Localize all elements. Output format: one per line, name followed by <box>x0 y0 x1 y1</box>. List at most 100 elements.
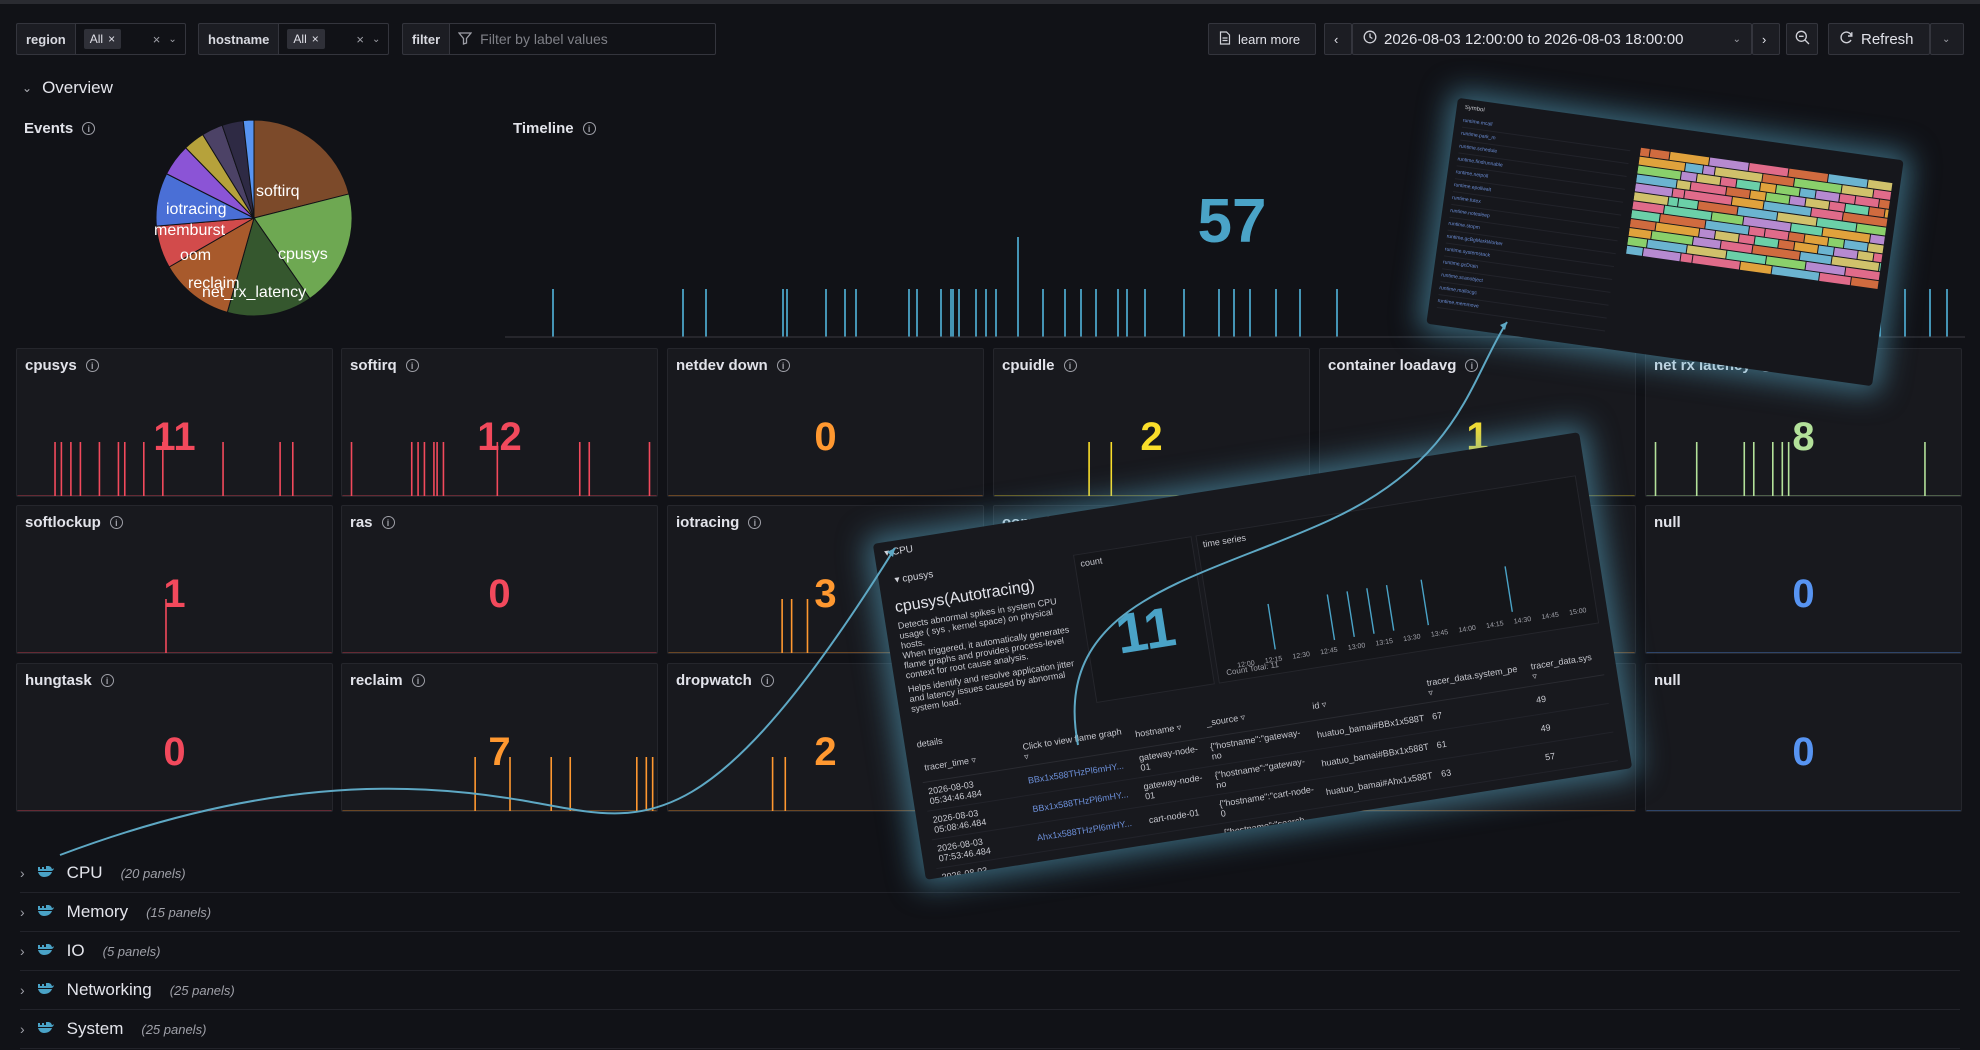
value-chip[interactable]: All × <box>287 29 325 49</box>
stat-panel[interactable]: cpusys i 11 <box>16 348 333 497</box>
symbol-table: Symbol runtime.mcall runtime.park_m runtim… <box>1435 105 1633 341</box>
overview-row-toggle[interactable]: ⌄ Overview <box>22 78 113 98</box>
filter-input[interactable]: Filter by label values <box>449 23 717 55</box>
cpu-detail-preview[interactable]: ▾ CPU ▾ cpusys cpusys(Autotracing) Detec… <box>872 432 1633 880</box>
stat-panel[interactable]: null 0 <box>1645 663 1962 812</box>
flame-frame <box>1843 240 1868 252</box>
flame-frame <box>1669 151 1710 166</box>
stat-panel[interactable]: null 0 <box>1645 505 1962 654</box>
row-panel-count: (5 panels) <box>102 943 161 959</box>
info-icon[interactable]: i <box>748 516 762 529</box>
stat-panel[interactable]: ras i 0 <box>341 505 658 654</box>
pie-label: net_rx_latency <box>202 284 306 301</box>
ts-tick-label: 13:45 <box>1430 629 1449 639</box>
info-icon[interactable]: i <box>1465 359 1479 372</box>
variable-select[interactable]: All × × ⌄ <box>74 23 186 55</box>
row-cpu[interactable]: › CPU (20 panels) <box>20 854 1960 893</box>
stat-panel[interactable]: hungtask i 0 <box>16 663 333 812</box>
timeline-panel-title: Timeline i <box>513 120 596 137</box>
flame-frame <box>1873 253 1883 263</box>
stat-panel[interactable]: reclaim i 7 <box>341 663 658 812</box>
pie-slice[interactable] <box>226 216 311 317</box>
stat-value: 12 <box>477 415 522 459</box>
stat-panel[interactable]: cpuidle i 2 <box>993 348 1310 497</box>
chevron-down-icon[interactable]: ⌄ <box>168 33 177 45</box>
row-networking[interactable]: › Networking (25 panels) <box>20 971 1960 1010</box>
zoom-out-button[interactable] <box>1786 23 1818 55</box>
variable-select[interactable]: All × × ⌄ <box>278 23 390 55</box>
time-back-button[interactable]: ‹ <box>1324 23 1352 55</box>
time-range-picker[interactable]: 2026-08-03 12:00:00 to 2026-08-03 18:00:… <box>1352 23 1752 55</box>
whale-icon <box>37 863 55 883</box>
chevron-down-icon[interactable]: ⌄ <box>372 33 381 45</box>
row-io[interactable]: › IO (5 panels) <box>20 932 1960 971</box>
flame-frame <box>1748 226 1765 237</box>
flame-frame <box>1805 261 1846 276</box>
ts-spike <box>1420 579 1430 626</box>
flame-frame <box>1777 212 1817 226</box>
info-icon[interactable]: i <box>381 516 395 529</box>
flame-frame <box>1636 174 1677 188</box>
refresh-button[interactable]: Refresh <box>1828 23 1930 55</box>
flame-frame <box>1625 245 1643 256</box>
stat-panel[interactable]: softirq i 12 <box>341 348 658 497</box>
ts-tick-label: 13:15 <box>1375 638 1394 648</box>
top-border <box>0 0 1980 4</box>
flame-frame <box>1799 188 1816 199</box>
remove-icon[interactable]: × <box>311 32 319 46</box>
flame-frame <box>1748 163 1789 177</box>
refresh-interval-button[interactable]: ⌄ <box>1930 23 1964 55</box>
pie-slice[interactable] <box>242 119 255 219</box>
chip-text: All <box>89 32 104 46</box>
chevron-right-icon: › <box>20 943 25 959</box>
flame-frame <box>1816 218 1857 232</box>
info-icon[interactable]: i <box>411 674 425 687</box>
learn-more-button[interactable]: learn more <box>1208 23 1316 55</box>
info-icon[interactable]: i <box>100 674 114 687</box>
flame-frame <box>1760 182 1777 193</box>
panel-title-text: null <box>1654 514 1681 531</box>
flame-frame <box>1720 240 1753 254</box>
flame-frame <box>1663 205 1712 221</box>
chevron-left-icon: ‹ <box>1334 31 1339 47</box>
flame-frame <box>1696 173 1721 186</box>
info-icon[interactable]: i <box>760 674 774 687</box>
sparkline <box>342 442 657 496</box>
row-memory[interactable]: › Memory (15 panels) <box>20 893 1960 932</box>
clear-icon[interactable]: × <box>152 31 161 47</box>
stat-panel[interactable]: softlockup i 1 <box>16 505 333 654</box>
symbol-list: runtime.mcall runtime.park_m runtime.sched… <box>1436 114 1633 332</box>
row-system[interactable]: › System (25 panels) <box>20 1010 1960 1049</box>
pie-label: cpusys <box>278 246 328 263</box>
variable-hostname[interactable]: hostname All × × ⌄ <box>198 23 390 55</box>
value-chip[interactable]: All × <box>83 29 122 49</box>
info-icon[interactable]: i <box>776 359 790 372</box>
events-pie-chart[interactable]: softirq cpusys net_rx_latency reclaim oo… <box>134 112 374 332</box>
info-icon[interactable]: i <box>82 122 96 135</box>
row-title: System <box>66 1019 124 1038</box>
zoom-out-icon <box>1795 30 1810 48</box>
info-icon[interactable]: i <box>85 359 99 372</box>
flame-frame <box>1739 261 1772 275</box>
variable-region[interactable]: region All × × ⌄ <box>16 23 186 55</box>
info-icon[interactable]: i <box>582 122 596 135</box>
flame-frame <box>1649 149 1670 160</box>
flame-frame <box>1711 212 1744 225</box>
pie-label: softirq <box>256 183 300 200</box>
flame-graph <box>1625 147 1893 290</box>
pie-slice[interactable] <box>253 193 353 300</box>
pie-slice[interactable] <box>168 216 255 313</box>
pie-label: oom <box>180 247 211 264</box>
flame-frame <box>1789 196 1806 207</box>
pie-slice[interactable] <box>253 119 350 219</box>
info-icon[interactable]: i <box>109 516 123 529</box>
time-forward-button[interactable]: › <box>1752 23 1780 55</box>
info-icon[interactable]: i <box>405 359 419 372</box>
stat-panel[interactable]: netdev down i 0 <box>667 348 984 497</box>
flame-frame <box>1868 207 1885 218</box>
variable-filter[interactable]: filter Filter by label values <box>402 23 717 55</box>
info-icon[interactable]: i <box>1063 359 1077 372</box>
remove-icon[interactable]: × <box>108 32 116 46</box>
flamegraph-preview[interactable]: Symbol runtime.mcall runtime.park_m runtim… <box>1426 97 1904 387</box>
clear-icon[interactable]: × <box>356 31 365 47</box>
